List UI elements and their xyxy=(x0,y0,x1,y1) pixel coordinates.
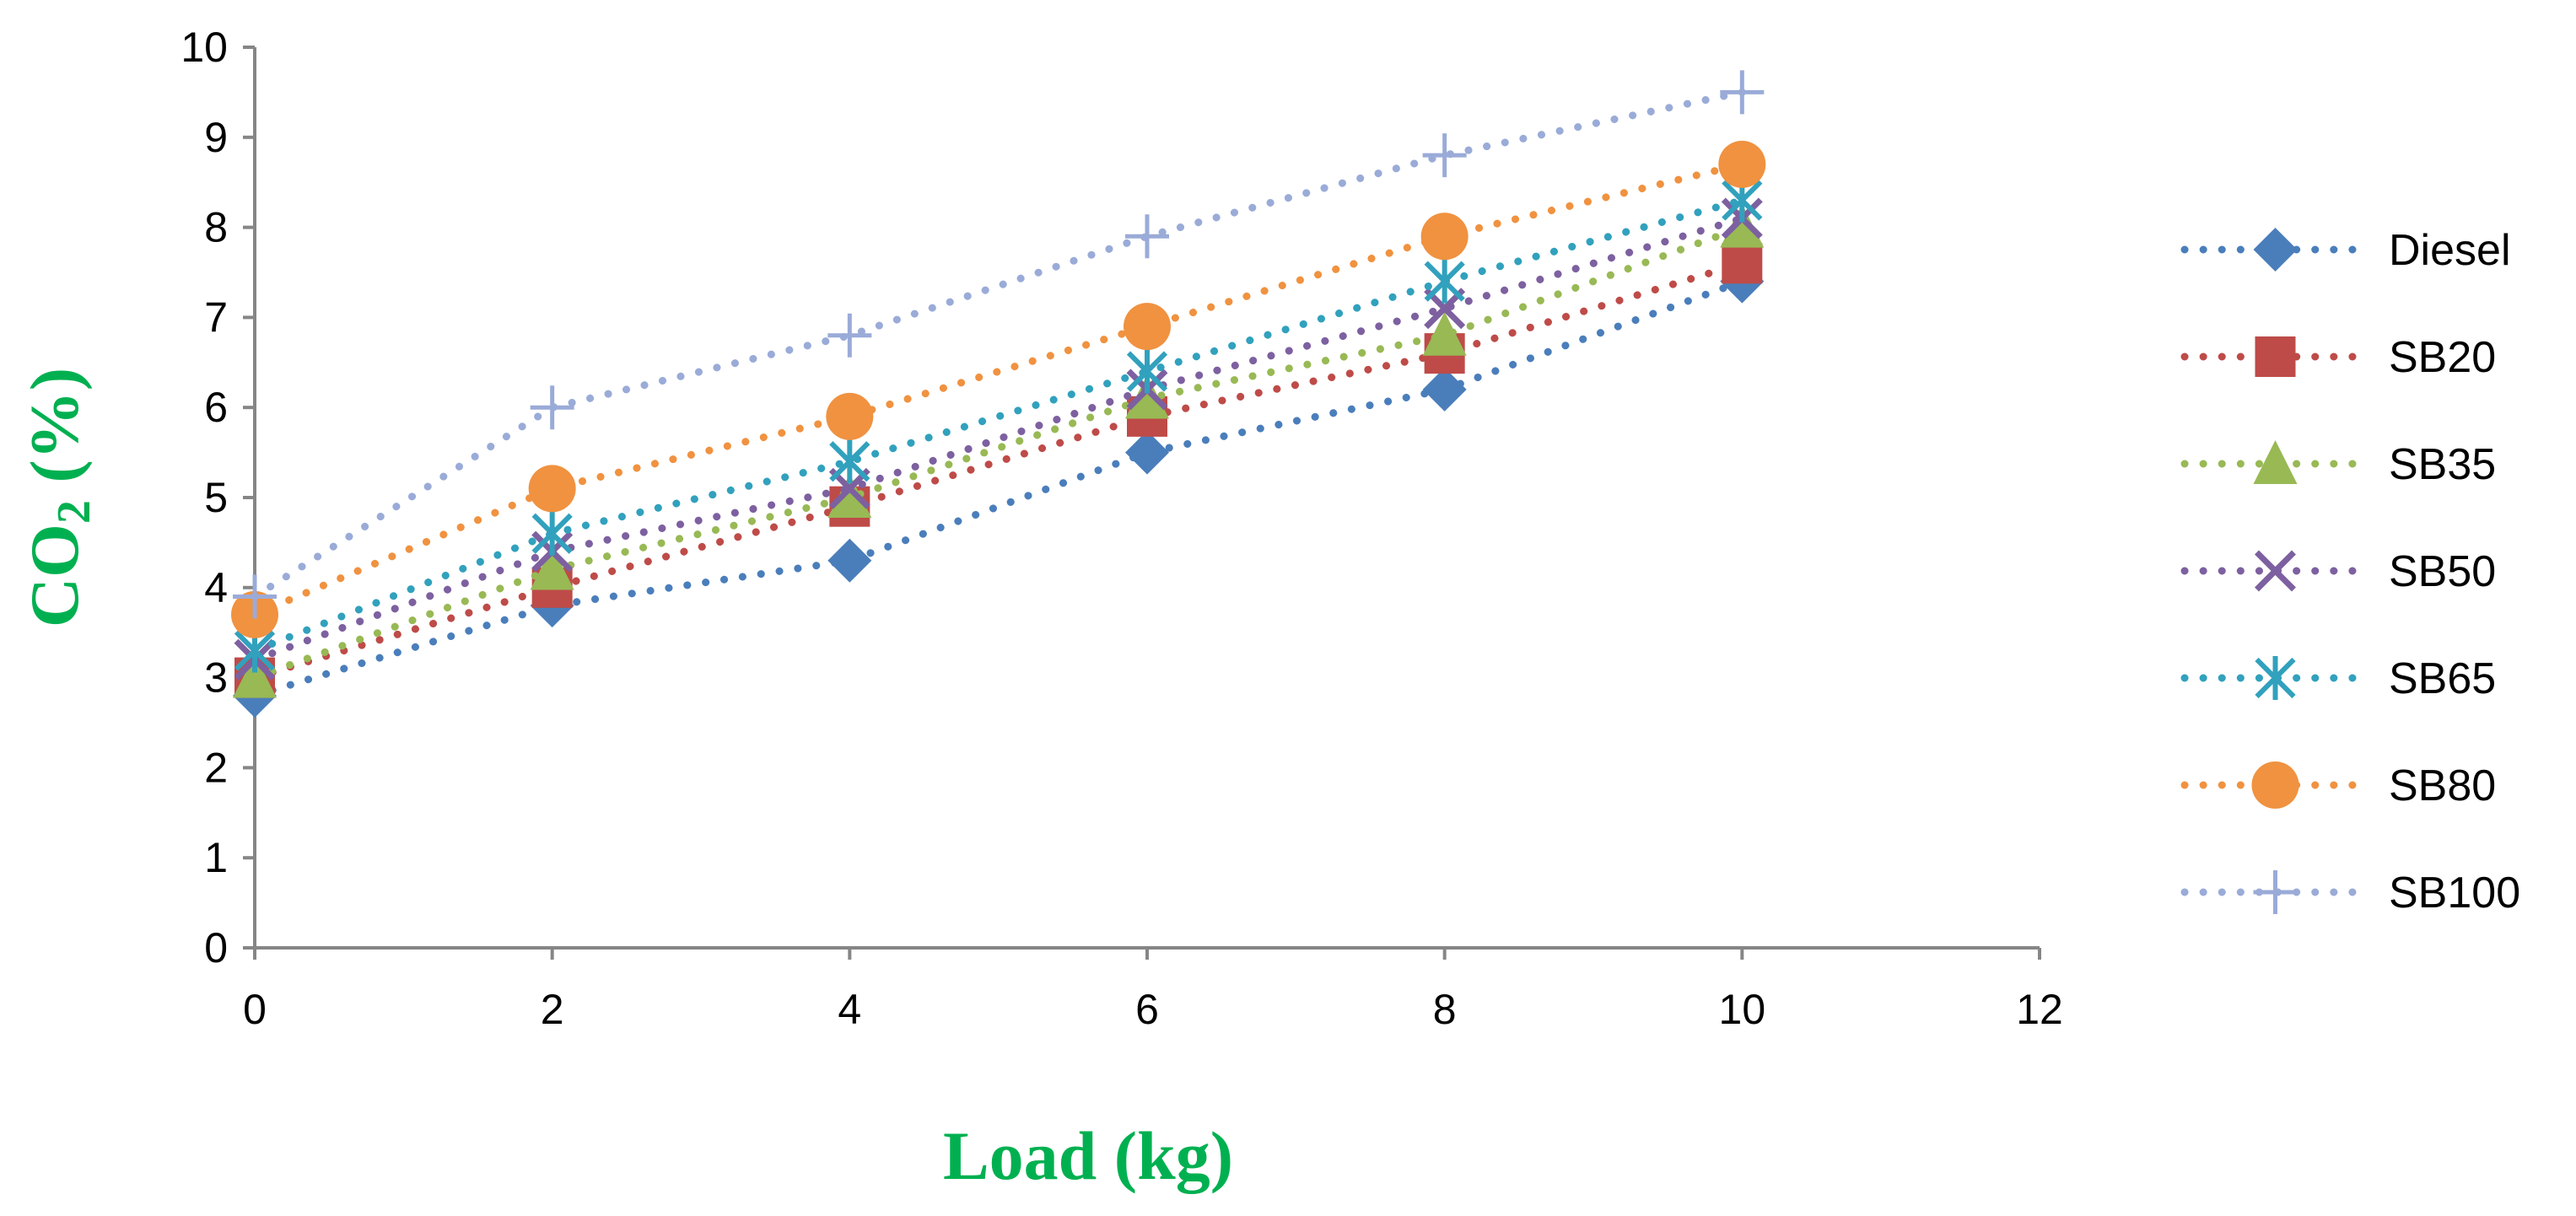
series-diesel xyxy=(233,259,1765,718)
series-line xyxy=(251,277,1746,700)
data-point xyxy=(1722,243,1763,284)
series-layer xyxy=(231,70,1766,718)
data-point xyxy=(1422,367,1467,412)
data-point xyxy=(530,546,574,590)
series-line xyxy=(251,223,1746,682)
y-axis-title: CO2 (%) xyxy=(16,368,100,627)
legend-marker xyxy=(2255,656,2296,700)
data-point xyxy=(1125,430,1169,475)
legend-label: SB20 xyxy=(2389,333,2496,382)
data-point xyxy=(1126,349,1168,394)
y-axis-title-suffix: (%) xyxy=(16,368,93,500)
data-point xyxy=(1720,203,1765,248)
data-point xyxy=(528,465,576,513)
series-line xyxy=(251,214,1746,664)
data-point xyxy=(1720,70,1765,115)
y-tick-label: 3 xyxy=(204,654,228,702)
x-tick-label: 0 xyxy=(243,986,267,1033)
legend-label: SB50 xyxy=(2389,547,2496,596)
data-point xyxy=(233,654,277,698)
y-tick-label: 2 xyxy=(204,744,228,791)
legend-label: SB65 xyxy=(2389,654,2496,703)
y-tick-label: 10 xyxy=(181,24,228,71)
data-point xyxy=(1422,133,1467,178)
y-tick-label: 6 xyxy=(204,384,228,431)
legend-marker xyxy=(2251,761,2299,809)
series-sb80 xyxy=(231,140,1766,638)
x-tick-label: 8 xyxy=(1433,986,1457,1033)
series-line xyxy=(251,160,1746,619)
legend-item-sb65: SB65 xyxy=(2180,654,2496,703)
y-axis-title-base: CO xyxy=(16,524,93,627)
data-point xyxy=(531,511,573,556)
data-point xyxy=(1422,311,1467,356)
legend-label: Diesel xyxy=(2389,226,2511,275)
y-tick-label: 1 xyxy=(204,834,228,881)
legend-item-sb35: SB35 xyxy=(2180,440,2496,489)
legend-item-sb80: SB80 xyxy=(2180,761,2496,810)
x-axis-title: Load (kg) xyxy=(943,1117,1233,1194)
legend-label: SB35 xyxy=(2389,440,2496,489)
legend-marker xyxy=(2253,440,2298,484)
data-point xyxy=(827,474,872,518)
legend: Diesel SB20 SB35 SB50 SB65 SB80 SB100 xyxy=(2180,226,2520,917)
x-tick-label: 4 xyxy=(838,986,861,1033)
y-axis-title-subscript: 2 xyxy=(48,500,100,524)
x-tick-label: 6 xyxy=(1135,986,1159,1033)
y-tick-label: 8 xyxy=(204,204,228,251)
data-point xyxy=(1125,214,1169,259)
y-tick-label: 5 xyxy=(204,474,228,521)
legend-label: SB100 xyxy=(2389,869,2520,917)
data-point xyxy=(1718,140,1766,188)
series-sb20 xyxy=(234,243,1763,698)
data-point xyxy=(827,313,872,358)
legend-marker xyxy=(2253,228,2298,272)
data-point xyxy=(1424,259,1465,304)
data-point xyxy=(1420,213,1469,261)
series-sb100 xyxy=(233,70,1765,619)
legend-item-sb50: SB50 xyxy=(2180,547,2496,596)
series-sb65 xyxy=(234,178,1763,673)
data-point xyxy=(1124,303,1171,351)
data-point xyxy=(829,439,870,484)
y-tick-label: 4 xyxy=(204,564,228,611)
legend-item-diesel: Diesel xyxy=(2180,226,2511,275)
y-tick-label: 7 xyxy=(204,293,228,341)
legend-label: SB80 xyxy=(2389,761,2496,810)
legend-marker xyxy=(2255,550,2296,592)
series-sb35 xyxy=(233,203,1765,698)
series-line xyxy=(251,196,1746,655)
legend-marker xyxy=(2253,870,2298,914)
series-sb50 xyxy=(234,197,1763,681)
data-point xyxy=(1125,374,1169,419)
series-line xyxy=(251,259,1746,682)
legend-marker xyxy=(2255,336,2296,377)
y-tick-label: 0 xyxy=(204,924,228,971)
data-point xyxy=(827,538,872,583)
x-tick-label: 12 xyxy=(2016,986,2063,1033)
y-tick-label: 9 xyxy=(204,114,228,161)
x-tick-label: 2 xyxy=(541,986,564,1033)
legend-item-sb20: SB20 xyxy=(2180,333,2496,382)
data-point xyxy=(233,574,277,619)
data-point xyxy=(826,392,874,440)
x-tick-label: 10 xyxy=(1719,986,1766,1033)
data-point xyxy=(530,385,574,430)
legend-item-sb100: SB100 xyxy=(2180,869,2520,917)
